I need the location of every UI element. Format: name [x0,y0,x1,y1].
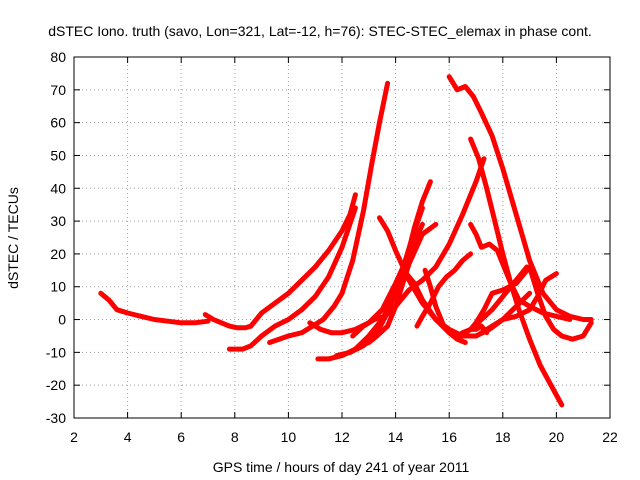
x-tick-label: 14 [388,429,404,445]
x-tick-label: 6 [177,429,185,445]
series-line-5 [267,80,391,345]
x-tick-label: 16 [441,429,457,445]
x-tick-label: 10 [281,429,297,445]
y-tick-label: 20 [50,246,66,262]
series-group [98,74,594,408]
grid [74,57,610,418]
y-tick-label: -30 [46,410,66,426]
x-tick-label: 20 [549,429,565,445]
y-tick-label: 40 [50,180,66,196]
series-line-19 [468,264,594,342]
series-line-1 [98,290,211,326]
series-line-12 [401,267,468,345]
y-tick-label: 70 [50,82,66,98]
series-line-17 [468,136,565,408]
x-tick-label: 2 [70,429,78,445]
series-line-3 [248,192,358,329]
y-tick-label: 0 [58,312,66,328]
y-axis-label: dSTEC / TECUs [5,187,21,289]
series-line-14 [414,251,474,329]
chart-title: dSTEC Iono. truth (savo, Lon=321, Lat=-1… [48,23,592,39]
axes: 2 4 6 8 10 12 14 16 18 20 22 -30 -20 -10 0 10 20 30 40 50 60… [46,49,618,445]
x-tick-label: 18 [495,429,511,445]
series-line-2 [202,312,254,331]
x-tick-label: 4 [124,429,132,445]
y-tick-label: 10 [50,279,66,295]
x-tick-label: 12 [334,429,350,445]
x-axis-label: GPS time / hours of day 241 of year 2011 [213,459,470,475]
series-line-4 [226,205,358,352]
series-line-9 [347,205,425,355]
y-tick-label: -10 [46,344,66,360]
y-tick-label: 80 [50,49,66,65]
y-tick-label: -20 [46,377,66,393]
y-tick-label: 60 [50,115,66,131]
x-tick-label: 22 [602,429,618,445]
series-line-15 [446,74,594,322]
series-line-20 [478,271,559,336]
x-tick-label: 8 [231,429,239,445]
y-tick-label: 50 [50,147,66,163]
y-tick-label: 30 [50,213,66,229]
